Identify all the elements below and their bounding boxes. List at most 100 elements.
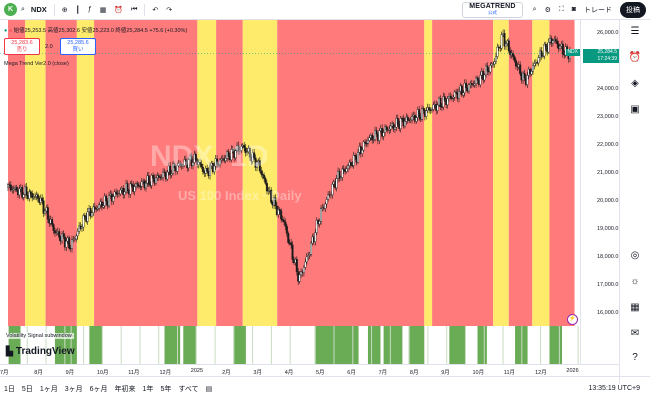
indicator-legend[interactable]: Mega Trend Ver2.0 (close) [4,61,69,67]
candle-up [145,182,148,189]
candle-up [547,42,550,53]
sell-label: 売り [16,47,28,53]
candle-down [41,197,44,201]
signal-bar [314,326,359,364]
candle-up [314,232,317,242]
trend-zone-bear [8,20,26,364]
alert-button[interactable]: ⏰ [110,0,127,20]
bar-style-button[interactable]: ┃ [72,0,84,20]
range-button[interactable]: すべて [178,385,199,393]
undo-button[interactable]: ↶ [148,0,162,20]
legend-collapse-icon[interactable]: ≡ [8,28,13,34]
candle-up [18,188,21,196]
candle-down [200,163,203,168]
candle-down [100,201,103,208]
candle-up [452,97,455,99]
candle-up [22,194,25,198]
symbol-search[interactable]: ⌕ NDX [17,0,51,20]
candle-down [152,175,155,179]
calendar-range-icon[interactable]: ▤ [205,385,213,393]
templates-button[interactable]: ▦ [96,0,111,20]
candle-down [147,175,150,185]
candle-down [216,158,219,165]
range-button[interactable]: 3ヶ月 [64,385,83,393]
candle-up [361,149,364,154]
chart-pane[interactable]: NDX, 1D US 100 Index · Daily ● ≡ 始値25,25… [0,20,580,364]
trend-zone-caution [493,20,509,364]
price-tick: 23,000.0 [597,114,619,121]
signal-tick [408,326,410,364]
candle-up [154,177,157,184]
subwindow-legend[interactable]: Volatility Signal subwindow [4,333,74,339]
candle-up [462,92,465,96]
replay-button[interactable]: ⏮ [127,0,141,20]
candle-up [399,118,402,129]
time-tick: 2月 [222,370,231,376]
compare-button[interactable]: ⊕ [58,0,72,20]
candle-up [458,90,461,99]
tradingview-wordmark: TradingView [15,346,75,357]
candle-up [324,203,327,209]
settings-button[interactable]: ⚙ [541,0,555,20]
chart-canvas[interactable] [0,20,580,364]
time-axis[interactable]: 7月 8月 9月 10月 11月 12月 2025 2月 3月 4月 5月 6月 7月 8月 9月 10月 11… [0,364,619,376]
range-button[interactable]: 5年 [160,385,172,393]
price-axis[interactable]: 26,000.025,000.024,000.023,000.022,000.0… [566,20,619,364]
signal-tick [464,326,466,364]
trade-button[interactable]: トレード [584,6,612,14]
candle-down [274,197,277,207]
ideas-icon[interactable]: ☼ [630,275,640,287]
candle-up [28,191,31,199]
trend-zone-bear [94,20,198,364]
range-button[interactable]: 年初来 [114,385,136,393]
fullscreen-button[interactable]: ⛶ [555,0,568,20]
candle-up [92,206,95,213]
time-tick: 8月 [34,370,43,376]
sell-button[interactable]: 25,283.6 売り [4,38,40,55]
candle-down [21,187,24,198]
indicators-button[interactable]: ƒ [84,0,96,20]
help-icon[interactable]: ? [632,351,638,363]
screenshot-button[interactable]: ◙ [568,0,580,20]
candle-up [318,221,321,225]
lightning-icon[interactable]: ⚡ [567,314,578,325]
signal-tick [101,326,103,364]
candle-down [194,154,197,160]
candle-down [126,183,129,191]
calendar-icon[interactable]: ▣ [630,103,640,115]
layers-icon[interactable]: ◈ [631,77,639,89]
signal-tick [233,326,235,364]
alarm-clock-icon[interactable]: ⏰ [628,51,642,63]
candle-down [25,186,28,196]
user-avatar[interactable]: K [4,3,17,16]
target-icon[interactable]: ◎ [630,249,640,261]
trend-zone-caution [424,20,433,364]
post-button[interactable]: 投稿 [620,1,646,18]
bottom-toolbar: 1日 5日 1ヶ月 3ヶ月 6ヶ月 年初来 1年 5年 すべて ▤ 13:35:19 UTC+9 [0,376,650,400]
candle-down [371,135,374,141]
buy-button[interactable]: 25,285.6 買い [60,38,96,55]
time-tick: 11月 [128,370,140,376]
range-button[interactable]: 6ヶ月 [89,385,108,393]
time-tick: 10月 [96,370,109,376]
candle-up [494,56,497,62]
time-tick: 4月 [284,370,294,376]
range-button[interactable]: 1年 [142,385,154,393]
layout-name[interactable]: MEGATREND 公式 [462,1,523,18]
candle-up [166,171,169,180]
price-tick: 16,000.0 [597,310,619,316]
redo-button[interactable]: ↷ [162,0,176,20]
range-button[interactable]: 1ヶ月 [39,385,58,393]
legend-eye-icon[interactable]: ● [4,28,8,34]
clock[interactable]: 13:35:19 UTC+9 [588,385,640,392]
watchlist-icon[interactable]: ☰ [630,25,640,37]
candle-down [486,65,489,72]
range-button[interactable]: 5日 [21,385,33,393]
candle-up [108,195,111,207]
calendar-alt-icon[interactable]: ▦ [630,301,640,313]
range-button[interactable]: 1日 [4,385,15,393]
search-button[interactable]: ⌕ [529,0,541,20]
chat-icon[interactable]: ✉ [630,327,640,339]
candle-down [519,64,522,75]
